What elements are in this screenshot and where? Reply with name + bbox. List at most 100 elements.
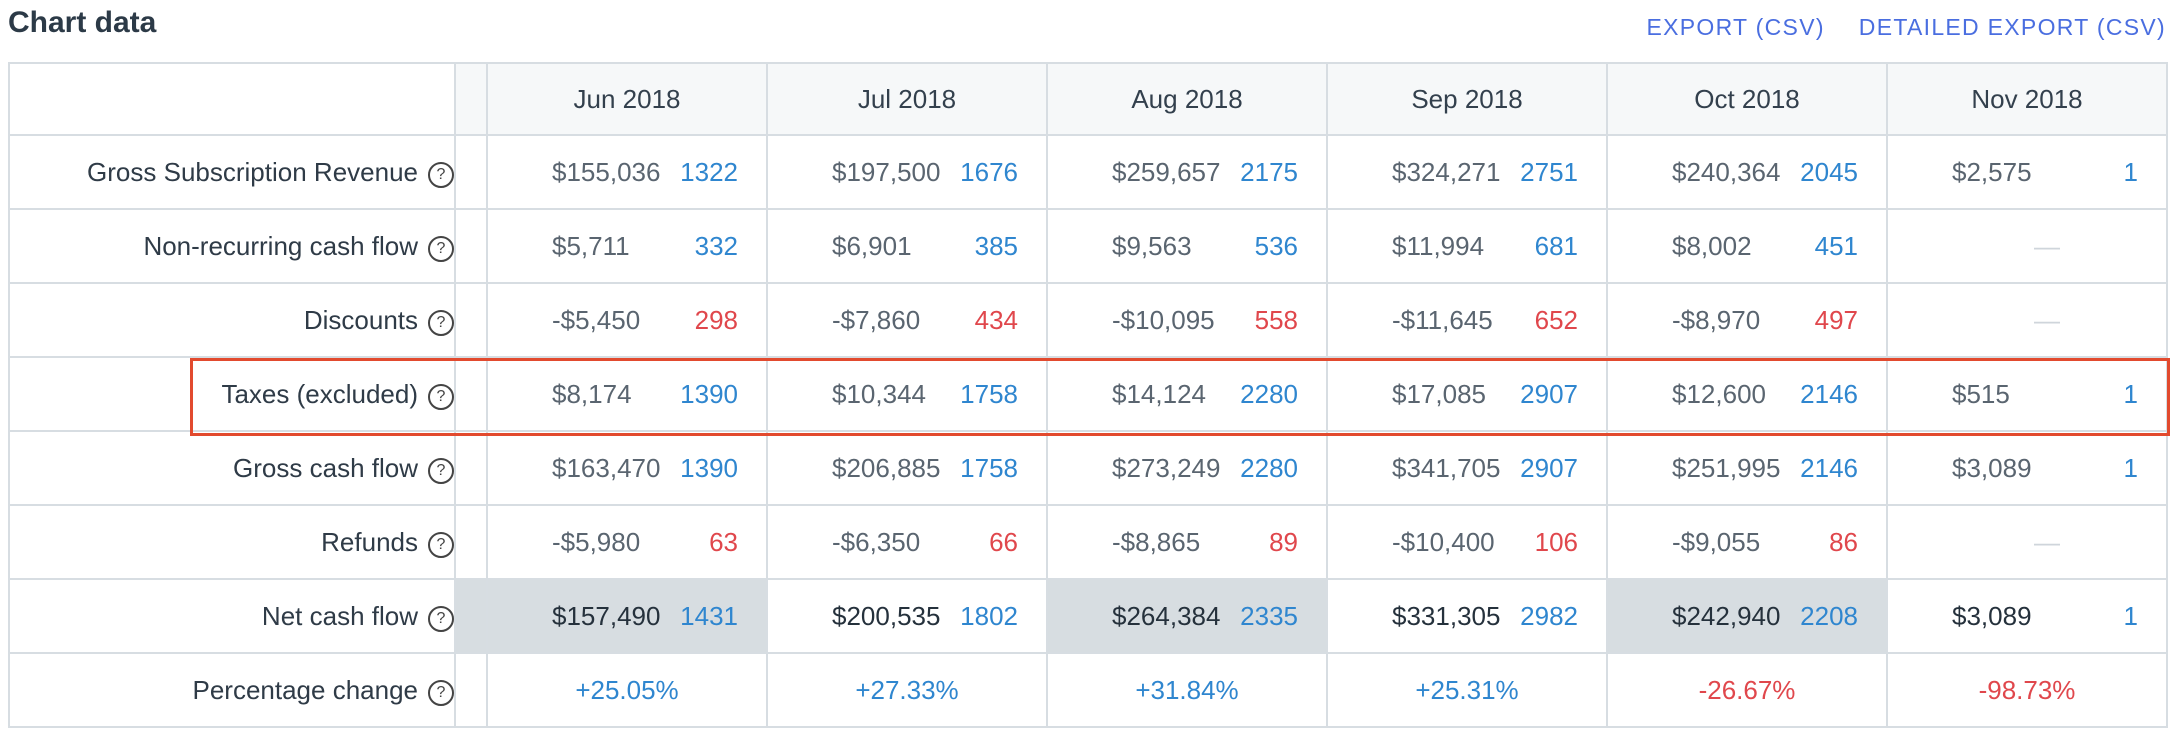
- count-link[interactable]: 385: [974, 230, 1018, 261]
- count-link[interactable]: 1758: [960, 452, 1018, 483]
- count-link[interactable]: 2280: [1240, 452, 1298, 483]
- count-link[interactable]: 652: [1534, 304, 1578, 335]
- count-link[interactable]: 1: [2123, 378, 2138, 409]
- count-link[interactable]: 2907: [1520, 452, 1578, 483]
- amount: $3,089: [1952, 600, 2032, 631]
- column-header: Jun 2018: [486, 62, 768, 136]
- count-link[interactable]: 2280: [1240, 378, 1298, 409]
- value-pair: -$9,055 86: [1608, 527, 1886, 558]
- value-cell: $264,384 2335: [1046, 578, 1328, 654]
- count-link[interactable]: 1758: [960, 378, 1018, 409]
- value-cell: $5,711 332: [486, 208, 768, 284]
- help-icon[interactable]: ?: [428, 161, 454, 188]
- count-link[interactable]: 89: [1269, 526, 1298, 557]
- export-links: EXPORT (CSV) DETAILED EXPORT (CSV): [1646, 14, 2166, 41]
- amount: $12,600: [1672, 378, 1766, 409]
- spacer-cell: [454, 430, 488, 506]
- value-cell: $14,124 2280: [1046, 356, 1328, 432]
- chart-data-table: Jun 2018 Jul 2018 Aug 2018 Sep 2018 Oct 2018…: [8, 62, 2168, 728]
- amount: -$7,860: [832, 304, 921, 335]
- count-link[interactable]: 2751: [1520, 156, 1578, 187]
- count-link[interactable]: 1390: [680, 452, 738, 483]
- amount: $242,940: [1672, 600, 1781, 631]
- spacer-cell: [454, 356, 488, 432]
- count-link[interactable]: 1: [2123, 156, 2138, 187]
- count-link[interactable]: 2982: [1520, 600, 1578, 631]
- count-link[interactable]: 2335: [1240, 600, 1298, 631]
- value-pair: -$7,860 434: [768, 305, 1046, 336]
- help-icon[interactable]: ?: [428, 531, 454, 558]
- row-label: Gross Subscription Revenue?: [8, 134, 456, 210]
- count-link[interactable]: 451: [1814, 230, 1858, 261]
- amount: $157,490: [552, 600, 661, 631]
- amount: $6,901: [832, 230, 912, 261]
- value-cell: $324,271 2751: [1326, 134, 1608, 210]
- table-row: Net cash flow? $157,490 1431 $200,535 1802 $2…: [8, 578, 2168, 654]
- spacer-cell: [454, 578, 488, 654]
- amount: $264,384: [1112, 600, 1221, 631]
- amount: $11,994: [1392, 230, 1485, 261]
- detailed-export-csv-link[interactable]: DETAILED EXPORT (CSV): [1858, 14, 2166, 40]
- row-label-text: Taxes (excluded): [221, 378, 418, 409]
- value-pair: $341,705 2907: [1328, 453, 1606, 484]
- count-link[interactable]: 2907: [1520, 378, 1578, 409]
- count-link[interactable]: 1322: [680, 156, 738, 187]
- value-pair: $8,174 1390: [488, 379, 766, 410]
- count-link[interactable]: 681: [1534, 230, 1578, 261]
- amount: $515: [1952, 378, 2010, 409]
- amount: $10,344: [832, 378, 926, 409]
- percentage-change: -98.73%: [1978, 674, 2076, 705]
- count-link[interactable]: 2208: [1800, 600, 1858, 631]
- count-link[interactable]: 298: [694, 304, 738, 335]
- help-icon[interactable]: ?: [428, 383, 454, 410]
- value-pair: -$11,645 652: [1328, 305, 1606, 336]
- row-label: Non-recurring cash flow?: [8, 208, 456, 284]
- value-cell: $515 1: [1886, 356, 2168, 432]
- value-pair: $10,344 1758: [768, 379, 1046, 410]
- percentage-change: -26.67%: [1698, 674, 1796, 705]
- row-label: Discounts?: [8, 282, 456, 358]
- value-pair: $6,901 385: [768, 231, 1046, 262]
- value-pair: $155,036 1322: [488, 157, 766, 188]
- amount: -$10,095: [1112, 304, 1215, 335]
- help-icon[interactable]: ?: [428, 235, 454, 262]
- count-link[interactable]: 497: [1814, 304, 1858, 335]
- value-pair: $2,575 1: [1888, 157, 2166, 188]
- count-link[interactable]: 434: [974, 304, 1018, 335]
- value-pair: $3,089 1: [1888, 601, 2166, 632]
- spacer-cell: [454, 134, 488, 210]
- count-link[interactable]: 2045: [1800, 156, 1858, 187]
- row-label: Net cash flow?: [8, 578, 456, 654]
- count-link[interactable]: 2146: [1800, 378, 1858, 409]
- count-link[interactable]: 1431: [680, 600, 738, 631]
- value-pair: $11,994 681: [1328, 231, 1606, 262]
- count-link[interactable]: 1390: [680, 378, 738, 409]
- column-header: Jul 2018: [766, 62, 1048, 136]
- count-link[interactable]: 63: [709, 526, 738, 557]
- count-link[interactable]: 1676: [960, 156, 1018, 187]
- spacer-cell: [454, 504, 488, 580]
- amount: $331,305: [1392, 600, 1501, 631]
- export-csv-link[interactable]: EXPORT (CSV): [1646, 14, 1825, 40]
- count-link[interactable]: 536: [1254, 230, 1298, 261]
- page-title: Chart data: [8, 6, 157, 39]
- count-link[interactable]: 2175: [1240, 156, 1298, 187]
- value-pair: -$5,980 63: [488, 527, 766, 558]
- help-icon[interactable]: ?: [428, 309, 454, 336]
- count-link[interactable]: 2146: [1800, 452, 1858, 483]
- help-icon[interactable]: ?: [428, 679, 454, 706]
- count-link[interactable]: 1: [2123, 452, 2138, 483]
- count-link[interactable]: 86: [1829, 526, 1858, 557]
- row-label-text: Gross Subscription Revenue: [87, 156, 418, 187]
- value-cell: -$8,865 89: [1046, 504, 1328, 580]
- count-link[interactable]: 1: [2123, 600, 2138, 631]
- value-cell: +25.05%: [486, 652, 768, 728]
- count-link[interactable]: 558: [1254, 304, 1298, 335]
- value-pair: -$8,865 89: [1048, 527, 1326, 558]
- help-icon[interactable]: ?: [428, 457, 454, 484]
- count-link[interactable]: 332: [694, 230, 738, 261]
- count-link[interactable]: 66: [989, 526, 1018, 557]
- help-icon[interactable]: ?: [428, 605, 454, 632]
- count-link[interactable]: 1802: [960, 600, 1018, 631]
- count-link[interactable]: 106: [1534, 526, 1578, 557]
